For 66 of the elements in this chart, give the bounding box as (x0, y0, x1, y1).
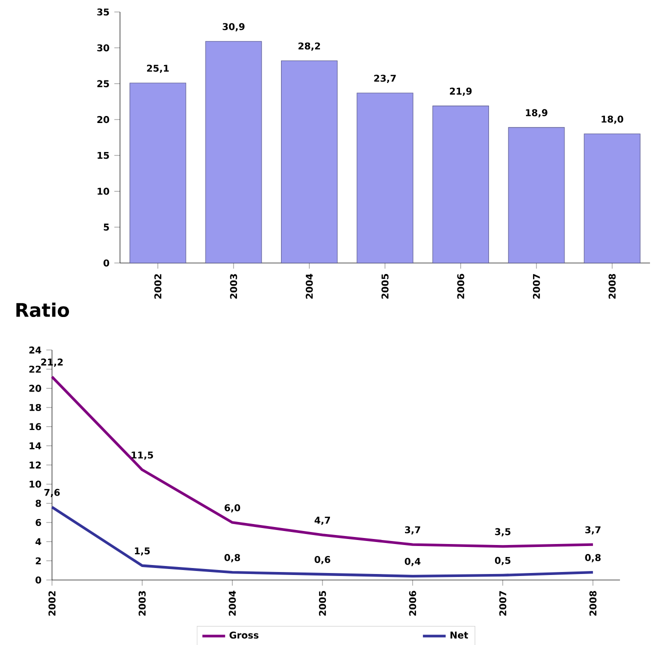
data-label: 0,8 (585, 554, 601, 562)
bar (281, 60, 338, 264)
data-label: 21,2 (41, 358, 63, 367)
y-tick-label: 6 (36, 518, 42, 526)
y-tick-label: 14 (30, 442, 42, 450)
y-tick-label: 12 (30, 462, 41, 468)
data-label: 4,7 (314, 516, 330, 525)
legend-label: Gross (230, 632, 258, 639)
data-label: 21,9 (450, 88, 472, 96)
y-tick-label: 24 (29, 346, 42, 354)
data-label: 3,7 (585, 526, 600, 534)
x-tick-label: 2006 (409, 590, 416, 616)
data-label: 23,7 (374, 74, 396, 83)
data-label: 18,9 (526, 109, 548, 118)
bar (508, 127, 565, 264)
y-tick-label: 18 (30, 404, 42, 412)
y-tick-label: 25 (97, 80, 109, 88)
x-tick-label: 2002 (154, 274, 162, 299)
x-tick-label: 2005 (381, 274, 389, 299)
legend-label: Net (450, 632, 468, 639)
y-tick-label: 0 (36, 576, 42, 584)
y-tick-label: 22 (29, 366, 41, 373)
x-tick-label: 2004 (306, 274, 313, 299)
data-label: 3,5 (495, 528, 510, 536)
data-label: 18,0 (602, 116, 624, 124)
data-label: 0,4 (404, 558, 420, 566)
bar (584, 134, 640, 264)
x-tick-label: 2005 (318, 591, 326, 616)
y-tick-label: 10 (98, 188, 110, 195)
y-tick-label: 2 (36, 557, 41, 564)
y-tick-label: 35 (97, 8, 109, 16)
data-label: 0,8 (224, 554, 240, 562)
y-tick-label: 8 (36, 500, 42, 507)
bar (205, 41, 262, 264)
y-tick-label: 20 (29, 384, 42, 392)
y-tick-label: 30 (97, 44, 110, 52)
data-label: 0,6 (314, 556, 330, 564)
x-tick-label: 2003 (230, 274, 238, 299)
data-label: 11,5 (132, 452, 154, 460)
x-tick-label: 2008 (589, 590, 596, 616)
y-tick-label: 4 (36, 538, 42, 546)
data-label: 7,6 (44, 488, 60, 498)
data-label: 25,1 (147, 64, 169, 73)
y-tick-label: 10 (30, 480, 42, 488)
bar (356, 92, 414, 264)
y-tick-label: 16 (30, 423, 42, 430)
x-tick-label: 2002 (48, 591, 56, 616)
x-tick-label: 2007 (532, 274, 540, 299)
x-tick-label: 2006 (457, 274, 464, 299)
bar (130, 82, 186, 264)
x-tick-label: 2007 (499, 591, 506, 616)
x-tick-label: 2008 (608, 274, 616, 299)
y-tick-label: 15 (98, 152, 109, 159)
y-tick-label: 0 (104, 259, 110, 267)
y-tick-label: 20 (97, 116, 110, 124)
data-label: 0,5 (494, 556, 510, 566)
x-tick-label: 2004 (228, 590, 236, 616)
data-label: 3,7 (404, 526, 420, 534)
data-label: 6,0 (224, 504, 240, 512)
data-label: 30,9 (222, 23, 244, 32)
chart-title: Ratio (16, 302, 70, 318)
x-tick-label: 2003 (138, 591, 146, 616)
data-label: 28,2 (298, 42, 320, 51)
y-tick-label: 5 (104, 224, 109, 231)
bar (432, 106, 489, 264)
data-label: 1,5 (134, 547, 150, 556)
